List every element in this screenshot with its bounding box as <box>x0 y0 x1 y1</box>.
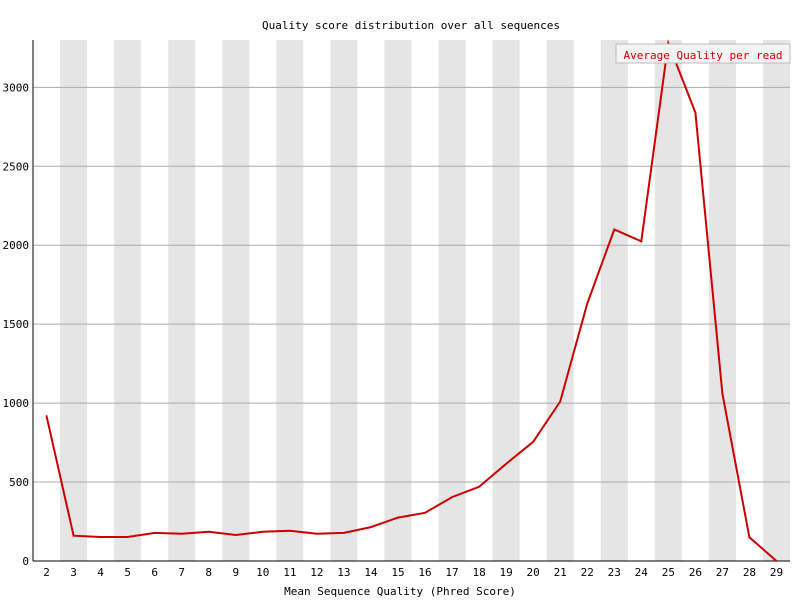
background-band <box>114 40 142 561</box>
x-tick-label: 5 <box>124 566 131 579</box>
x-tick-label: 17 <box>445 566 458 579</box>
data-point <box>613 228 616 231</box>
data-point <box>234 534 237 536</box>
y-tick-label: 0 <box>22 555 29 568</box>
y-tick-label: 1000 <box>3 397 30 410</box>
x-tick-label: 20 <box>527 566 540 579</box>
x-tick-label: 3 <box>70 566 77 579</box>
horizontal-gridlines <box>33 86 790 483</box>
data-point <box>180 533 183 535</box>
background-band <box>276 40 304 561</box>
data-point <box>316 533 318 535</box>
background-band <box>222 40 250 561</box>
x-tick-label: 14 <box>364 566 378 579</box>
x-tick-label: 4 <box>97 566 104 579</box>
x-tick-label: 25 <box>662 566 675 579</box>
data-point <box>694 111 697 114</box>
y-tick-label: 1500 <box>3 318 30 331</box>
data-point <box>505 463 507 465</box>
x-tick-label: 12 <box>310 566 323 579</box>
y-tick-label: 3000 <box>3 81 30 94</box>
data-point <box>126 536 129 538</box>
background-band <box>654 40 682 561</box>
x-tick-label: 15 <box>391 566 404 579</box>
data-point <box>451 496 453 498</box>
y-tick-labels: 0 500 1000 1500 2000 2500 3000 <box>3 81 30 568</box>
y-tick-label: 2000 <box>3 239 30 252</box>
x-tick-label: 11 <box>283 566 296 579</box>
data-point <box>72 534 75 537</box>
background-band <box>168 40 196 561</box>
y-tick-label: 2500 <box>3 160 30 173</box>
x-tick-label: 16 <box>418 566 431 579</box>
background-band <box>600 40 628 561</box>
background-band <box>762 40 790 561</box>
background-band <box>60 40 88 561</box>
data-point <box>424 512 426 514</box>
data-point <box>370 526 372 528</box>
x-tick-label: 19 <box>500 566 513 579</box>
x-tick-label: 8 <box>205 566 212 579</box>
chart-title: Quality score distribution over all sequ… <box>262 19 560 32</box>
data-point <box>640 240 643 243</box>
y-tick-label: 500 <box>9 476 29 489</box>
data-point <box>207 530 210 533</box>
x-tick-label: 29 <box>770 566 783 579</box>
x-tick-label: 2 <box>43 566 50 579</box>
data-point <box>289 529 291 532</box>
data-point <box>397 516 399 519</box>
alternating-bands <box>60 40 790 561</box>
data-point <box>721 392 724 395</box>
x-tick-label: 28 <box>743 566 756 579</box>
x-tick-labels: 2 3 4 5 6 7 8 9 10 11 12 13 14 15 16 17 18 19 20 21 22 23 24 25… <box>43 566 783 579</box>
background-band <box>330 40 358 561</box>
background-band <box>384 40 412 561</box>
x-tick-label: 22 <box>581 566 594 579</box>
x-tick-label: 27 <box>716 566 729 579</box>
data-point <box>262 530 264 533</box>
x-axis-label: Mean Sequence Quality (Phred Score) <box>284 585 516 598</box>
axes <box>32 40 790 562</box>
legend-entry-average-quality: Average Quality per read <box>624 49 783 62</box>
data-point <box>45 414 48 417</box>
x-tick-label: 7 <box>178 566 185 579</box>
x-tick-label: 23 <box>608 566 621 579</box>
background-band <box>546 40 574 561</box>
x-tick-label: 10 <box>256 566 269 579</box>
x-tick-label: 18 <box>472 566 485 579</box>
data-point <box>532 441 534 443</box>
background-band <box>438 40 466 561</box>
data-point <box>153 532 156 534</box>
legend: Average Quality per read <box>615 43 791 64</box>
x-tick-label: 26 <box>689 566 702 579</box>
x-tick-label: 6 <box>151 566 158 579</box>
legend-box <box>615 43 791 64</box>
background-band <box>492 40 520 561</box>
data-point <box>343 532 345 534</box>
data-point <box>586 302 589 305</box>
data-point <box>559 400 561 403</box>
x-tick-label: 9 <box>232 566 239 579</box>
data-point <box>748 536 751 539</box>
x-tick-label: 24 <box>635 566 649 579</box>
x-tick-label: 13 <box>337 566 350 579</box>
x-tick-label: 21 <box>554 566 567 579</box>
series-group <box>45 39 778 562</box>
data-point <box>775 560 778 562</box>
data-point <box>99 536 102 538</box>
series-line-average-quality <box>45 39 778 562</box>
data-point <box>478 485 480 488</box>
